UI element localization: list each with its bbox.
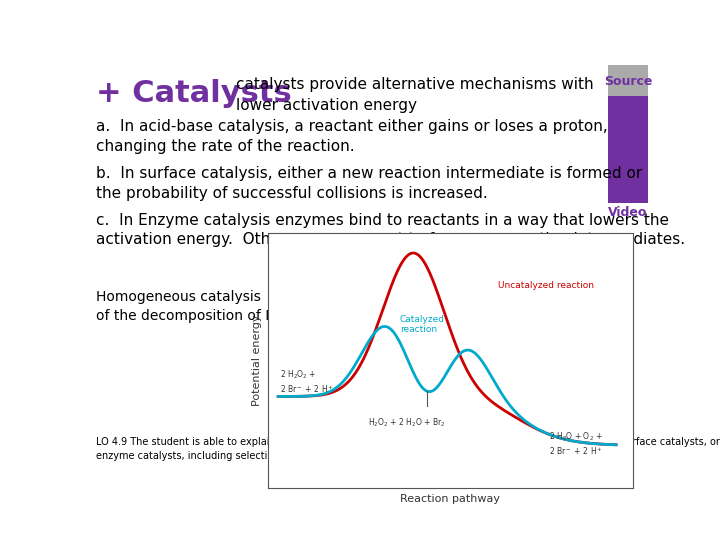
- Text: Homogeneous catalysis
of the decomposition of H₂O₂: Homogeneous catalysis of the decompositi…: [96, 289, 297, 323]
- Text: H$_2$O$_2$ + 2 H$_2$O + Br$_2$: H$_2$O$_2$ + 2 H$_2$O + Br$_2$: [368, 416, 446, 429]
- Y-axis label: Potential energy: Potential energy: [253, 315, 263, 406]
- Text: Catalyzed
reaction: Catalyzed reaction: [400, 315, 445, 334]
- Text: catalysts provide alternative mechanisms with
lower activation energy: catalysts provide alternative mechanisms…: [235, 77, 593, 113]
- Text: + Catalysts: + Catalysts: [96, 79, 292, 107]
- Text: LO 4.9 The student is able to explain changes in reaction rates arising from the: LO 4.9 The student is able to explain ch…: [96, 437, 720, 461]
- Text: b.  In surface catalysis, either a new reaction intermediate is formed or
the pr: b. In surface catalysis, either a new re…: [96, 166, 642, 201]
- Text: Source: Source: [603, 75, 652, 88]
- Text: c.  In Enzyme catalysis enzymes bind to reactants in a way that lowers the
activ: c. In Enzyme catalysis enzymes bind to r…: [96, 213, 685, 247]
- Text: 2 H$_2$O$_2$ +
2 Br$^-$ + 2 H$^+$: 2 H$_2$O$_2$ + 2 Br$^-$ + 2 H$^+$: [280, 369, 333, 395]
- Text: a.  In acid-base catalysis, a reactant either gains or loses a proton,
changing : a. In acid-base catalysis, a reactant ei…: [96, 119, 608, 153]
- FancyBboxPatch shape: [608, 65, 648, 204]
- Text: Uncatalyzed reaction: Uncatalyzed reaction: [498, 281, 594, 290]
- Text: 2 H$_2$O + O$_2$ +
2 Br$^-$ + 2 H$^+$: 2 H$_2$O + O$_2$ + 2 Br$^-$ + 2 H$^+$: [549, 431, 603, 457]
- FancyBboxPatch shape: [608, 65, 648, 96]
- X-axis label: Reaction pathway: Reaction pathway: [400, 494, 500, 504]
- Text: Video: Video: [608, 206, 647, 219]
